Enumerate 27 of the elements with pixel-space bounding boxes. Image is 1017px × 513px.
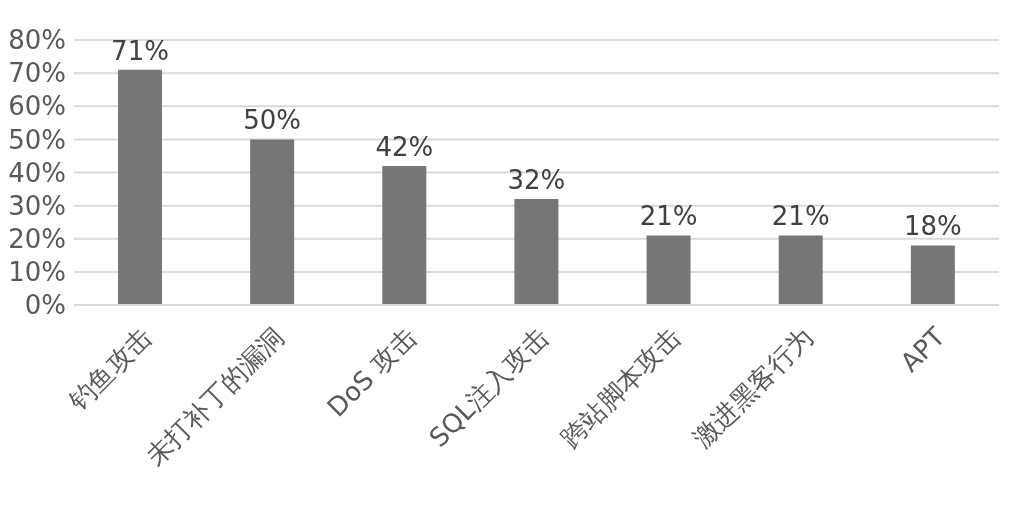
data-label: 21%	[639, 201, 698, 232]
x-tick-label: 激进黑客行为	[687, 321, 819, 454]
bar	[118, 69, 162, 305]
data-label: 21%	[771, 201, 830, 232]
y-tick-label: 10%	[8, 257, 66, 288]
y-tick-label: 30%	[8, 190, 66, 221]
bar	[778, 235, 823, 305]
y-tick-label: 40%	[8, 157, 66, 188]
data-label: 50%	[243, 105, 302, 136]
y-tick-label: 80%	[8, 25, 66, 56]
data-label: 71%	[111, 35, 169, 66]
x-tick-label: SQL注入攻击	[423, 321, 555, 453]
y-tick-label: 50%	[8, 124, 66, 155]
y-tick-label: 70%	[8, 58, 66, 89]
bar	[910, 245, 955, 305]
x-tick-label: 跨站脚本攻击	[554, 321, 687, 454]
data-label: 42%	[375, 131, 434, 162]
bar	[250, 139, 295, 305]
y-tick-label: 0%	[24, 290, 66, 321]
bar	[646, 235, 691, 305]
bar	[382, 165, 427, 305]
y-tick-label: 20%	[8, 223, 66, 254]
x-tick-label: 钓鱼攻击	[62, 321, 158, 418]
bar	[514, 199, 559, 305]
y-tick-label: 60%	[8, 91, 66, 122]
data-label: 32%	[507, 165, 566, 195]
data-label: 18%	[903, 211, 962, 242]
